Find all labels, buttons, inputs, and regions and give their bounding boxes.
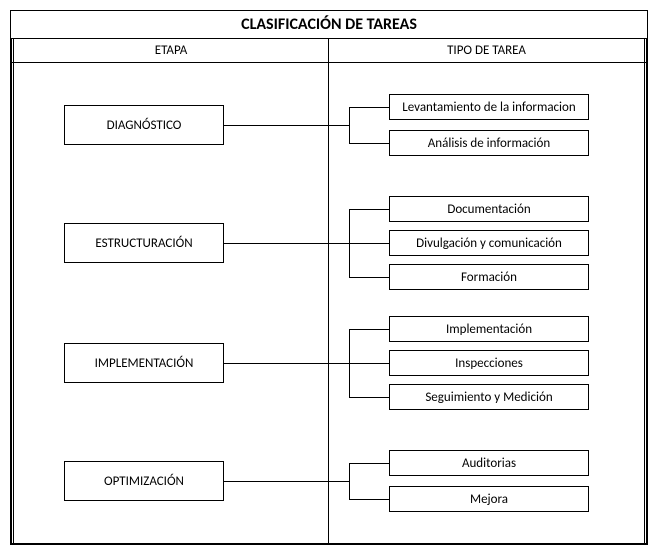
header-row: ETAPA TIPO DE TAREA — [11, 39, 647, 63]
stage-connector — [224, 363, 330, 364]
task-box: Inspecciones — [389, 350, 589, 376]
header-etapa: ETAPA — [11, 39, 329, 62]
task-box: Documentación — [389, 196, 589, 222]
spine-connector — [349, 107, 350, 143]
task-box: Análisis de información — [389, 130, 589, 156]
branch-connector — [349, 397, 389, 398]
task-box: Implementación — [389, 316, 589, 342]
stage-box: DIAGNÓSTICO — [64, 105, 224, 145]
branch-connector — [349, 209, 389, 210]
branch-connector — [349, 243, 389, 244]
branch-connector — [349, 329, 389, 330]
task-box: Auditorias — [389, 450, 589, 476]
task-box: Levantamiento de la informacion — [389, 94, 589, 120]
branch-connector — [349, 363, 389, 364]
branch-connector — [349, 499, 389, 500]
branch-connector — [349, 143, 389, 144]
trunk-connector — [329, 125, 349, 126]
task-box: Seguimiento y Medición — [389, 384, 589, 410]
stage-connector — [224, 481, 330, 482]
trunk-connector — [329, 363, 349, 364]
header-tipo: TIPO DE TAREA — [329, 39, 647, 62]
stage-connector — [224, 243, 330, 244]
tarea-column: Levantamiento de la informacion Análisis … — [329, 63, 647, 543]
stage-box: OPTIMIZACIÓN — [64, 461, 224, 501]
stage-connector — [224, 125, 330, 126]
trunk-connector — [329, 243, 349, 244]
stage-box: ESTRUCTURACIÓN — [64, 223, 224, 263]
task-box: Mejora — [389, 486, 589, 512]
stage-box: IMPLEMENTACIÓN — [64, 343, 224, 383]
branch-connector — [349, 463, 389, 464]
diagram-title: CLASIFICACIÓN DE TAREAS — [11, 11, 647, 39]
diagram-frame: CLASIFICACIÓN DE TAREAS ETAPA TIPO DE TA… — [10, 10, 648, 545]
branch-connector — [349, 277, 389, 278]
etapa-column: DIAGNÓSTICO ESTRUCTURACIÓN IMPLEMENTACIÓN O… — [11, 63, 329, 543]
task-box: Formación — [389, 264, 589, 290]
branch-connector — [349, 107, 389, 108]
task-box: Divulgación y comunicación — [389, 230, 589, 256]
spine-connector — [349, 463, 350, 499]
trunk-connector — [329, 481, 349, 482]
diagram-body: DIAGNÓSTICO ESTRUCTURACIÓN IMPLEMENTACIÓN O… — [11, 63, 647, 544]
